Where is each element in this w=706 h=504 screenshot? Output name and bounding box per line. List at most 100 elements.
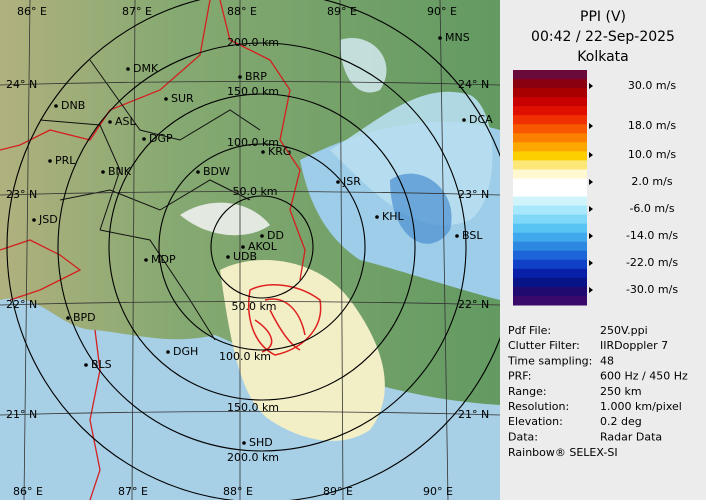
place-dot [375,215,379,219]
color-swatch [513,205,587,216]
place-dot [260,234,264,238]
color-swatch [513,259,587,270]
place-dot [142,137,146,141]
color-swatch [513,295,587,306]
color-swatch [513,286,587,297]
place-dot [108,120,112,124]
place-label: JSR [342,175,361,188]
range-label: 50.0 km [232,185,277,198]
color-swatch [513,70,587,80]
color-swatch [513,79,587,89]
info-label: PRF: [508,370,531,383]
color-swatch [513,277,587,288]
color-swatch [513,142,587,152]
lat-label: 23° N [6,188,37,201]
info-value: IIRDoppler 7 [600,339,668,352]
range-label: 150.0 km [227,85,279,98]
place-label: DMK [133,62,159,75]
color-swatch [513,160,587,170]
place-label: ASL [115,115,137,128]
place-label: BSL [462,229,483,242]
lat-label: 24° N [6,78,37,91]
place-dot [164,97,168,101]
info-value: 250V.ppi [600,324,648,337]
place-label: DD [267,229,284,242]
color-swatch [513,250,587,261]
scale-label: 18.0 m/s [628,119,676,132]
place-dot [48,159,52,163]
place-label: PRL [55,154,76,167]
range-label: 200.0 km [227,451,279,464]
place-dot [242,441,246,445]
place-label: BDW [203,165,230,178]
place-label: BRP [245,70,267,83]
place-dot [336,180,340,184]
scale-arrow [589,287,593,293]
lon-label: 88° E [223,485,253,498]
place-dot [261,150,265,154]
place-label: JSD [38,213,58,226]
lat-lon-grid [0,0,501,501]
color-bar [513,70,587,306]
place-label: AKOL [248,240,278,253]
range-label: 50.0 km [231,300,276,313]
place-dot [455,234,459,238]
place-label: DGH [173,345,198,358]
scale-arrow [589,123,593,129]
info-label: Resolution: [508,400,569,413]
info-label: Data: [508,430,538,443]
place-label: DGP [149,132,173,145]
color-swatch [513,115,587,125]
lat-label: 21° N [458,408,489,421]
place-dot [84,363,88,367]
color-swatch [513,169,587,179]
place-dot [238,75,242,79]
color-swatch [513,88,587,98]
place-label: BNK [108,165,132,178]
range-label: 200.0 km [227,36,279,49]
footer: Rainbow® SELEX-SI [508,446,618,459]
range-label: 150.0 km [227,401,279,414]
color-swatch [513,214,587,225]
color-swatch [513,133,587,143]
scale-arrow [589,83,593,89]
place-label: MNS [445,31,470,44]
info-label: Clutter Filter: [508,339,580,352]
color-swatch [513,178,587,188]
place-dot [32,218,36,222]
info-label: Elevation: [508,415,563,428]
header-site: Kolkata [577,49,628,65]
scale-arrow [589,179,593,185]
place-label: MDP [151,253,176,266]
color-swatch [513,232,587,243]
color-swatch [513,223,587,234]
info-value: 250 km [600,385,642,398]
lat-label: 21° N [6,408,37,421]
info-value: 48 [600,354,614,367]
place-dot [166,350,170,354]
lat-label: 23° N [458,188,489,201]
scale-label: 30.0 m/s [628,79,676,92]
lon-label: 87° E [118,485,148,498]
range-label: 100.0 km [219,350,271,363]
lon-label: 87° E [122,5,152,18]
lon-label: 86° E [13,485,43,498]
place-dot [54,104,58,108]
lat-label: 22° N [6,298,37,311]
color-swatch [513,97,587,107]
color-swatch [513,241,587,252]
info-value: Radar Data [600,430,662,443]
place-label: SHD [249,436,273,449]
scale-arrow [589,152,593,158]
info-label: Range: [508,385,547,398]
lon-label: 90° E [423,485,453,498]
place-dot [241,245,245,249]
place-label: DNB [61,99,85,112]
place-label: BLS [91,358,112,371]
info-value: 600 Hz / 450 Hz [600,370,688,383]
scale-arrow [589,260,593,266]
place-dot [462,118,466,122]
lat-label: 24° N [458,78,489,91]
